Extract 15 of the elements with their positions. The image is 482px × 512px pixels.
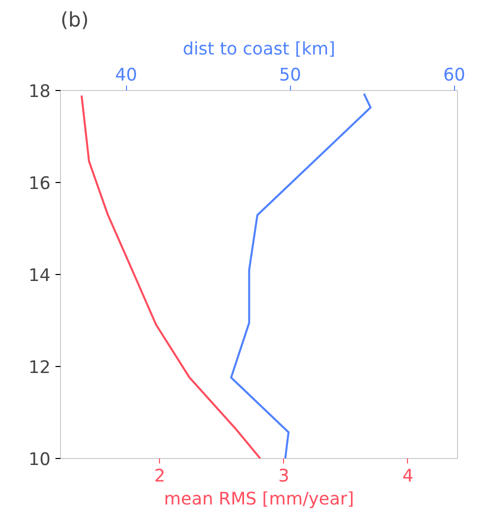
y-tick-label: 16 — [28, 174, 51, 194]
y-tick-label: 18 — [28, 82, 51, 102]
x-axis-title: mean RMS [mm/year] — [164, 490, 354, 510]
x2-tick-label: 40 — [115, 66, 138, 86]
x2-tick-label: 60 — [443, 66, 466, 86]
x-tick-label: 2 — [154, 466, 166, 486]
y-tick-label: 12 — [28, 358, 51, 378]
y-tick-label: 10 — [28, 450, 51, 470]
x-tick-label: 4 — [402, 466, 414, 486]
x2-tick-label: 50 — [279, 66, 302, 86]
x2-axis-title: dist to coast [km] — [182, 40, 336, 60]
x-tick-label: 3 — [278, 466, 290, 486]
y-tick-label: 14 — [28, 266, 51, 286]
chart-title: (b) — [60, 8, 89, 32]
line-series — [80, 94, 262, 458]
